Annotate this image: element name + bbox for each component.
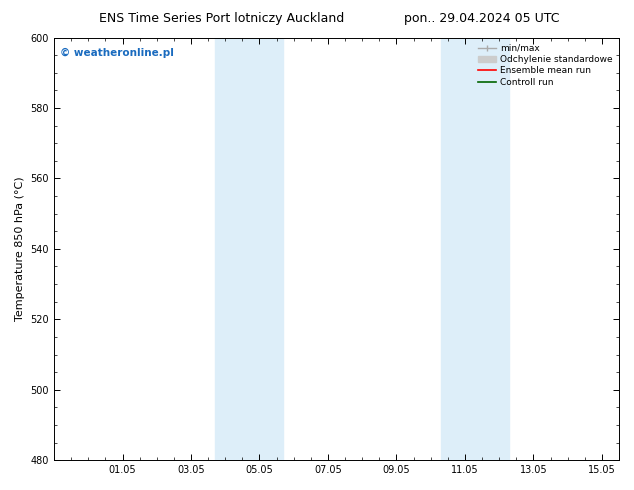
Text: ENS Time Series Port lotniczy Auckland: ENS Time Series Port lotniczy Auckland bbox=[100, 12, 344, 25]
Bar bbox=[441, 38, 510, 460]
Legend: min/max, Odchylenie standardowe, Ensemble mean run, Controll run: min/max, Odchylenie standardowe, Ensembl… bbox=[475, 40, 616, 90]
Text: © weatheronline.pl: © weatheronline.pl bbox=[60, 48, 174, 58]
Y-axis label: Temperature 850 hPa (°C): Temperature 850 hPa (°C) bbox=[15, 176, 25, 321]
Bar bbox=[215, 38, 283, 460]
Text: pon.. 29.04.2024 05 UTC: pon.. 29.04.2024 05 UTC bbox=[404, 12, 560, 25]
